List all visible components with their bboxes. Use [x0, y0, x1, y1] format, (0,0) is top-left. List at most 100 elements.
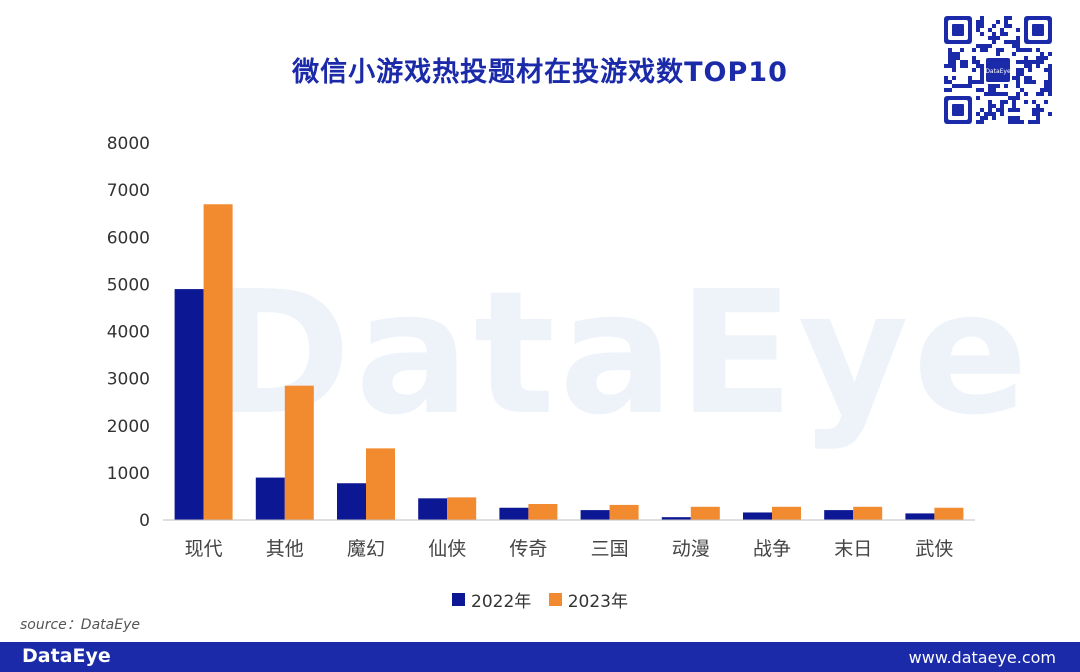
bar-2023	[203, 204, 233, 520]
qr-module	[996, 48, 1000, 52]
qr-logo-text: DataEye	[985, 68, 1011, 75]
qr-module	[1036, 116, 1040, 120]
qr-module	[984, 48, 988, 52]
qr-module	[996, 84, 1000, 88]
qr-module	[988, 88, 992, 92]
qr-module	[992, 40, 996, 44]
qr-module	[988, 112, 992, 116]
qr-module	[1024, 100, 1028, 104]
qr-module	[1028, 68, 1032, 72]
qr-module	[980, 64, 984, 68]
qr-module	[984, 92, 988, 96]
qr-module	[988, 84, 992, 88]
x-category-label: 仙侠	[428, 538, 466, 560]
qr-code[interactable]: DataEye	[944, 16, 1052, 124]
y-tick-label: 6000	[107, 228, 150, 248]
qr-module	[952, 60, 956, 64]
qr-module	[1008, 24, 1012, 28]
qr-module	[992, 36, 996, 40]
bar-2022	[661, 517, 691, 520]
qr-module	[1012, 120, 1016, 124]
qr-module	[1012, 100, 1016, 104]
chart-title: 微信小游戏热投题材在投游戏数TOP10	[292, 57, 788, 88]
qr-module	[1048, 80, 1052, 84]
qr-module	[1004, 40, 1008, 44]
qr-module	[1028, 76, 1032, 80]
bar-2022	[824, 510, 854, 520]
qr-module	[1004, 92, 1008, 96]
qr-module	[1016, 40, 1020, 44]
qr-module	[1020, 48, 1024, 52]
qr-module	[944, 80, 948, 84]
qr-module	[996, 52, 1000, 56]
x-category-label: 战争	[753, 538, 791, 560]
qr-module	[980, 20, 984, 24]
qr-module	[1044, 56, 1048, 60]
qr-module	[980, 76, 984, 80]
qr-module	[1016, 68, 1020, 72]
qr-module	[1008, 120, 1012, 124]
bar-2023	[609, 504, 639, 520]
qr-module	[972, 56, 976, 60]
qr-module	[992, 84, 996, 88]
qr-module	[1016, 44, 1020, 48]
qr-module	[1040, 92, 1044, 96]
qr-module	[1028, 120, 1032, 124]
qr-module	[1032, 80, 1036, 84]
qr-finder-top-right	[1024, 16, 1052, 44]
qr-module	[952, 84, 956, 88]
qr-module	[1012, 44, 1016, 48]
qr-module	[972, 48, 976, 52]
y-tick-label: 7000	[107, 181, 150, 201]
qr-module	[1004, 84, 1008, 88]
qr-module	[964, 60, 968, 64]
qr-module	[992, 88, 996, 92]
qr-module	[1016, 48, 1020, 52]
qr-module	[1040, 56, 1044, 60]
qr-module	[1036, 92, 1040, 96]
legend: 2022年 2023年	[0, 587, 1080, 612]
bar-2023	[934, 507, 964, 520]
qr-module	[996, 36, 1000, 40]
qr-module	[1012, 108, 1016, 112]
y-tick-label: 5000	[107, 275, 150, 295]
footer-url[interactable]: www.dataeye.com	[908, 648, 1056, 667]
qr-module	[996, 108, 1000, 112]
qr-module	[988, 92, 992, 96]
qr-module	[960, 84, 964, 88]
y-tick-label: 8000	[107, 134, 150, 154]
qr-module	[1048, 52, 1052, 56]
bar-2023	[284, 385, 314, 520]
bar-2023	[366, 448, 395, 520]
qr-module	[992, 104, 996, 108]
qr-module	[1016, 72, 1020, 76]
qr-module	[948, 60, 952, 64]
qr-module	[980, 44, 984, 48]
qr-module	[980, 120, 984, 124]
qr-module	[1028, 60, 1032, 64]
x-category-label: 其他	[266, 538, 304, 560]
qr-module	[1012, 52, 1016, 56]
qr-module	[1044, 88, 1048, 92]
qr-module	[1004, 32, 1008, 36]
bar-2022	[743, 512, 772, 520]
legend-swatch-2022	[452, 593, 466, 606]
x-category-label: 传奇	[509, 538, 547, 560]
qr-module	[1024, 56, 1028, 60]
legend-item-2023: 2023年	[548, 587, 628, 612]
y-tick-label: 4000	[107, 323, 150, 343]
qr-module	[952, 76, 956, 80]
qr-module	[1024, 64, 1028, 68]
qr-logo	[986, 58, 1010, 82]
qr-module	[1032, 100, 1036, 104]
qr-module	[1020, 88, 1024, 92]
qr-module	[1032, 108, 1036, 112]
qr-module	[1000, 104, 1004, 108]
qr-module	[952, 52, 956, 56]
bar-2022	[418, 498, 448, 520]
qr-module	[1036, 64, 1040, 68]
y-tick-label: 1000	[107, 464, 150, 484]
qr-module	[980, 32, 984, 36]
qr-finder-top-left	[944, 16, 972, 44]
qr-module	[988, 108, 992, 112]
